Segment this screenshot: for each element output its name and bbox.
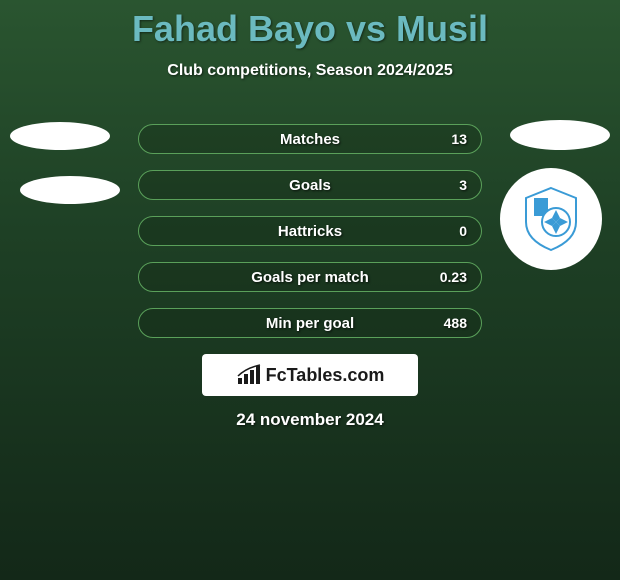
brand-text: FcTables.com bbox=[266, 365, 385, 386]
club-crest-icon bbox=[516, 184, 586, 254]
player-left-oval-1 bbox=[10, 122, 110, 150]
stat-row-min-per-goal: Min per goal 488 bbox=[138, 308, 482, 338]
stat-value: 488 bbox=[444, 315, 467, 331]
stat-label: Goals per match bbox=[251, 269, 369, 286]
page-title: Fahad Bayo vs Musil bbox=[0, 0, 620, 50]
stat-label: Min per goal bbox=[266, 315, 354, 332]
player-right-oval-1 bbox=[510, 120, 610, 150]
stat-value: 13 bbox=[451, 131, 467, 147]
stats-container: Matches 13 Goals 3 Hattricks 0 Goals per… bbox=[138, 124, 482, 354]
subtitle: Club competitions, Season 2024/2025 bbox=[0, 62, 620, 80]
stat-value: 3 bbox=[459, 177, 467, 193]
stat-row-goals-per-match: Goals per match 0.23 bbox=[138, 262, 482, 292]
date-text: 24 november 2024 bbox=[0, 410, 620, 430]
stat-row-goals: Goals 3 bbox=[138, 170, 482, 200]
player-left-oval-2 bbox=[20, 176, 120, 204]
stat-label: Goals bbox=[289, 177, 331, 194]
club-badge bbox=[500, 168, 602, 270]
stat-row-matches: Matches 13 bbox=[138, 124, 482, 154]
stat-label: Matches bbox=[280, 131, 340, 148]
chart-icon bbox=[236, 364, 262, 386]
stat-row-hattricks: Hattricks 0 bbox=[138, 216, 482, 246]
stat-value: 0.23 bbox=[440, 269, 467, 285]
stat-label: Hattricks bbox=[278, 223, 342, 240]
stat-value: 0 bbox=[459, 223, 467, 239]
brand-box: FcTables.com bbox=[202, 354, 418, 396]
